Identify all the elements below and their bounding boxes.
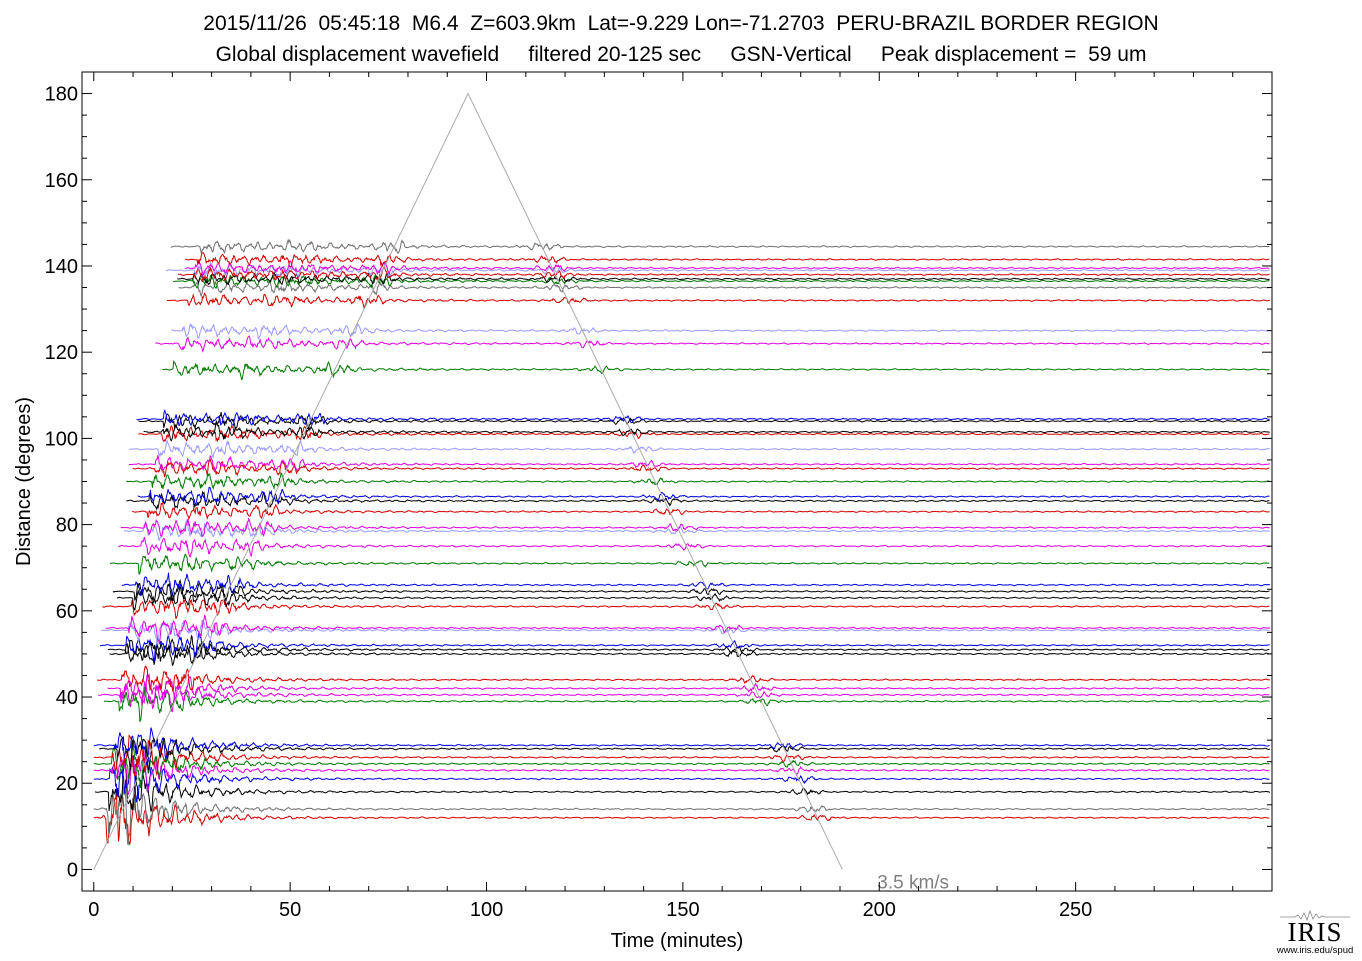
seismic-trace (105, 614, 1271, 644)
seismic-trace (94, 759, 1270, 812)
y-axis: 0 20 40 60 80 100 120 140 160 180 (45, 84, 1272, 881)
traces-layer (93, 238, 1271, 846)
seismic-trace (165, 260, 1270, 278)
y-tick-label: 180 (45, 84, 78, 106)
seismic-trace (184, 259, 1270, 277)
seismic-trace (93, 754, 1270, 803)
y-tick-label: 60 (56, 601, 78, 623)
seismic-trace (171, 322, 1270, 340)
y-tick-label: 140 (45, 256, 78, 278)
y-tick-label: 100 (45, 428, 78, 450)
seismic-trace (93, 734, 1270, 777)
seismic-trace (124, 518, 1271, 542)
logo-name: IRIS (1287, 917, 1343, 947)
seismic-trace (109, 553, 1270, 575)
seismic-trace (170, 238, 1270, 255)
seismic-trace (93, 727, 1270, 766)
seismic-trace (143, 419, 1270, 442)
seismic-trace (126, 490, 1270, 511)
seismic-trace (99, 632, 1270, 663)
seismic-trace (137, 486, 1270, 507)
seismic-trace (109, 642, 1270, 666)
seismic-trace (155, 335, 1270, 353)
seismic-trace (112, 578, 1270, 603)
seismic-trace (178, 279, 1270, 298)
seismic-trace (93, 750, 1270, 796)
seismic-trace (138, 411, 1270, 431)
chart-subtitle: Global displacement wavefield filtered 2… (215, 43, 1147, 66)
seismic-trace (132, 501, 1270, 521)
seismic-trace (185, 252, 1270, 269)
chart-title-block: 2015/11/26 05:45:18 M6.4 Z=603.9km Lat=-… (0, 8, 1362, 70)
seismic-trace (93, 739, 1270, 788)
y-tick-label: 80 (56, 515, 78, 537)
x-tick-label: 250 (1059, 899, 1092, 921)
reference-velocity-line (93, 92, 843, 870)
y-tick-label: 160 (45, 170, 78, 192)
y-tick-label: 20 (56, 773, 78, 795)
logo-url: www.iris.edu/spud (1276, 945, 1354, 956)
seismic-trace (177, 271, 1270, 286)
x-tick-label: 0 (88, 899, 99, 921)
seismic-trace (101, 619, 1270, 646)
seismic-trace (102, 597, 1270, 619)
seismic-trace (97, 665, 1271, 692)
x-axis: 0 50 100 150 200 250 (88, 72, 1234, 921)
seismic-trace (107, 672, 1270, 705)
seismic-trace (166, 292, 1270, 309)
iris-logo: IRIS www.iris.edu/spud (1270, 905, 1360, 957)
y-tick-label: 0 (67, 859, 78, 881)
seismic-trace (120, 517, 1270, 538)
seismic-trace (126, 471, 1270, 491)
seismic-trace (93, 788, 1270, 846)
x-tick-label: 50 (279, 899, 301, 921)
chart-title: 2015/11/26 05:45:18 M6.4 Z=603.9km Lat=-… (203, 12, 1159, 35)
seismic-trace (132, 458, 1270, 477)
seismic-trace (121, 572, 1271, 597)
seismic-trace (99, 735, 1270, 771)
x-tick-label: 150 (666, 899, 699, 921)
seismic-trace (107, 634, 1270, 660)
seismic-trace (162, 360, 1270, 381)
seismic-trace (118, 536, 1270, 558)
y-tick-label: 120 (45, 342, 78, 364)
seismic-trace (103, 686, 1270, 723)
x-tick-label: 200 (863, 899, 896, 921)
x-axis-label: Time (minutes) (611, 930, 744, 952)
seismogram-logo-icon (1280, 909, 1350, 922)
seismic-trace (98, 681, 1270, 713)
y-axis-label: Distance (degrees) (13, 397, 35, 566)
reference-velocity-label: 3.5 km/s (877, 872, 949, 893)
x-tick-label: 100 (470, 899, 503, 921)
seismic-trace (128, 439, 1270, 459)
seismic-trace (136, 409, 1270, 427)
seismic-trace (93, 786, 1270, 846)
seismic-trace (178, 266, 1270, 282)
seismic-trace (116, 584, 1270, 611)
y-tick-label: 40 (56, 687, 78, 709)
seismic-trace (128, 455, 1270, 472)
